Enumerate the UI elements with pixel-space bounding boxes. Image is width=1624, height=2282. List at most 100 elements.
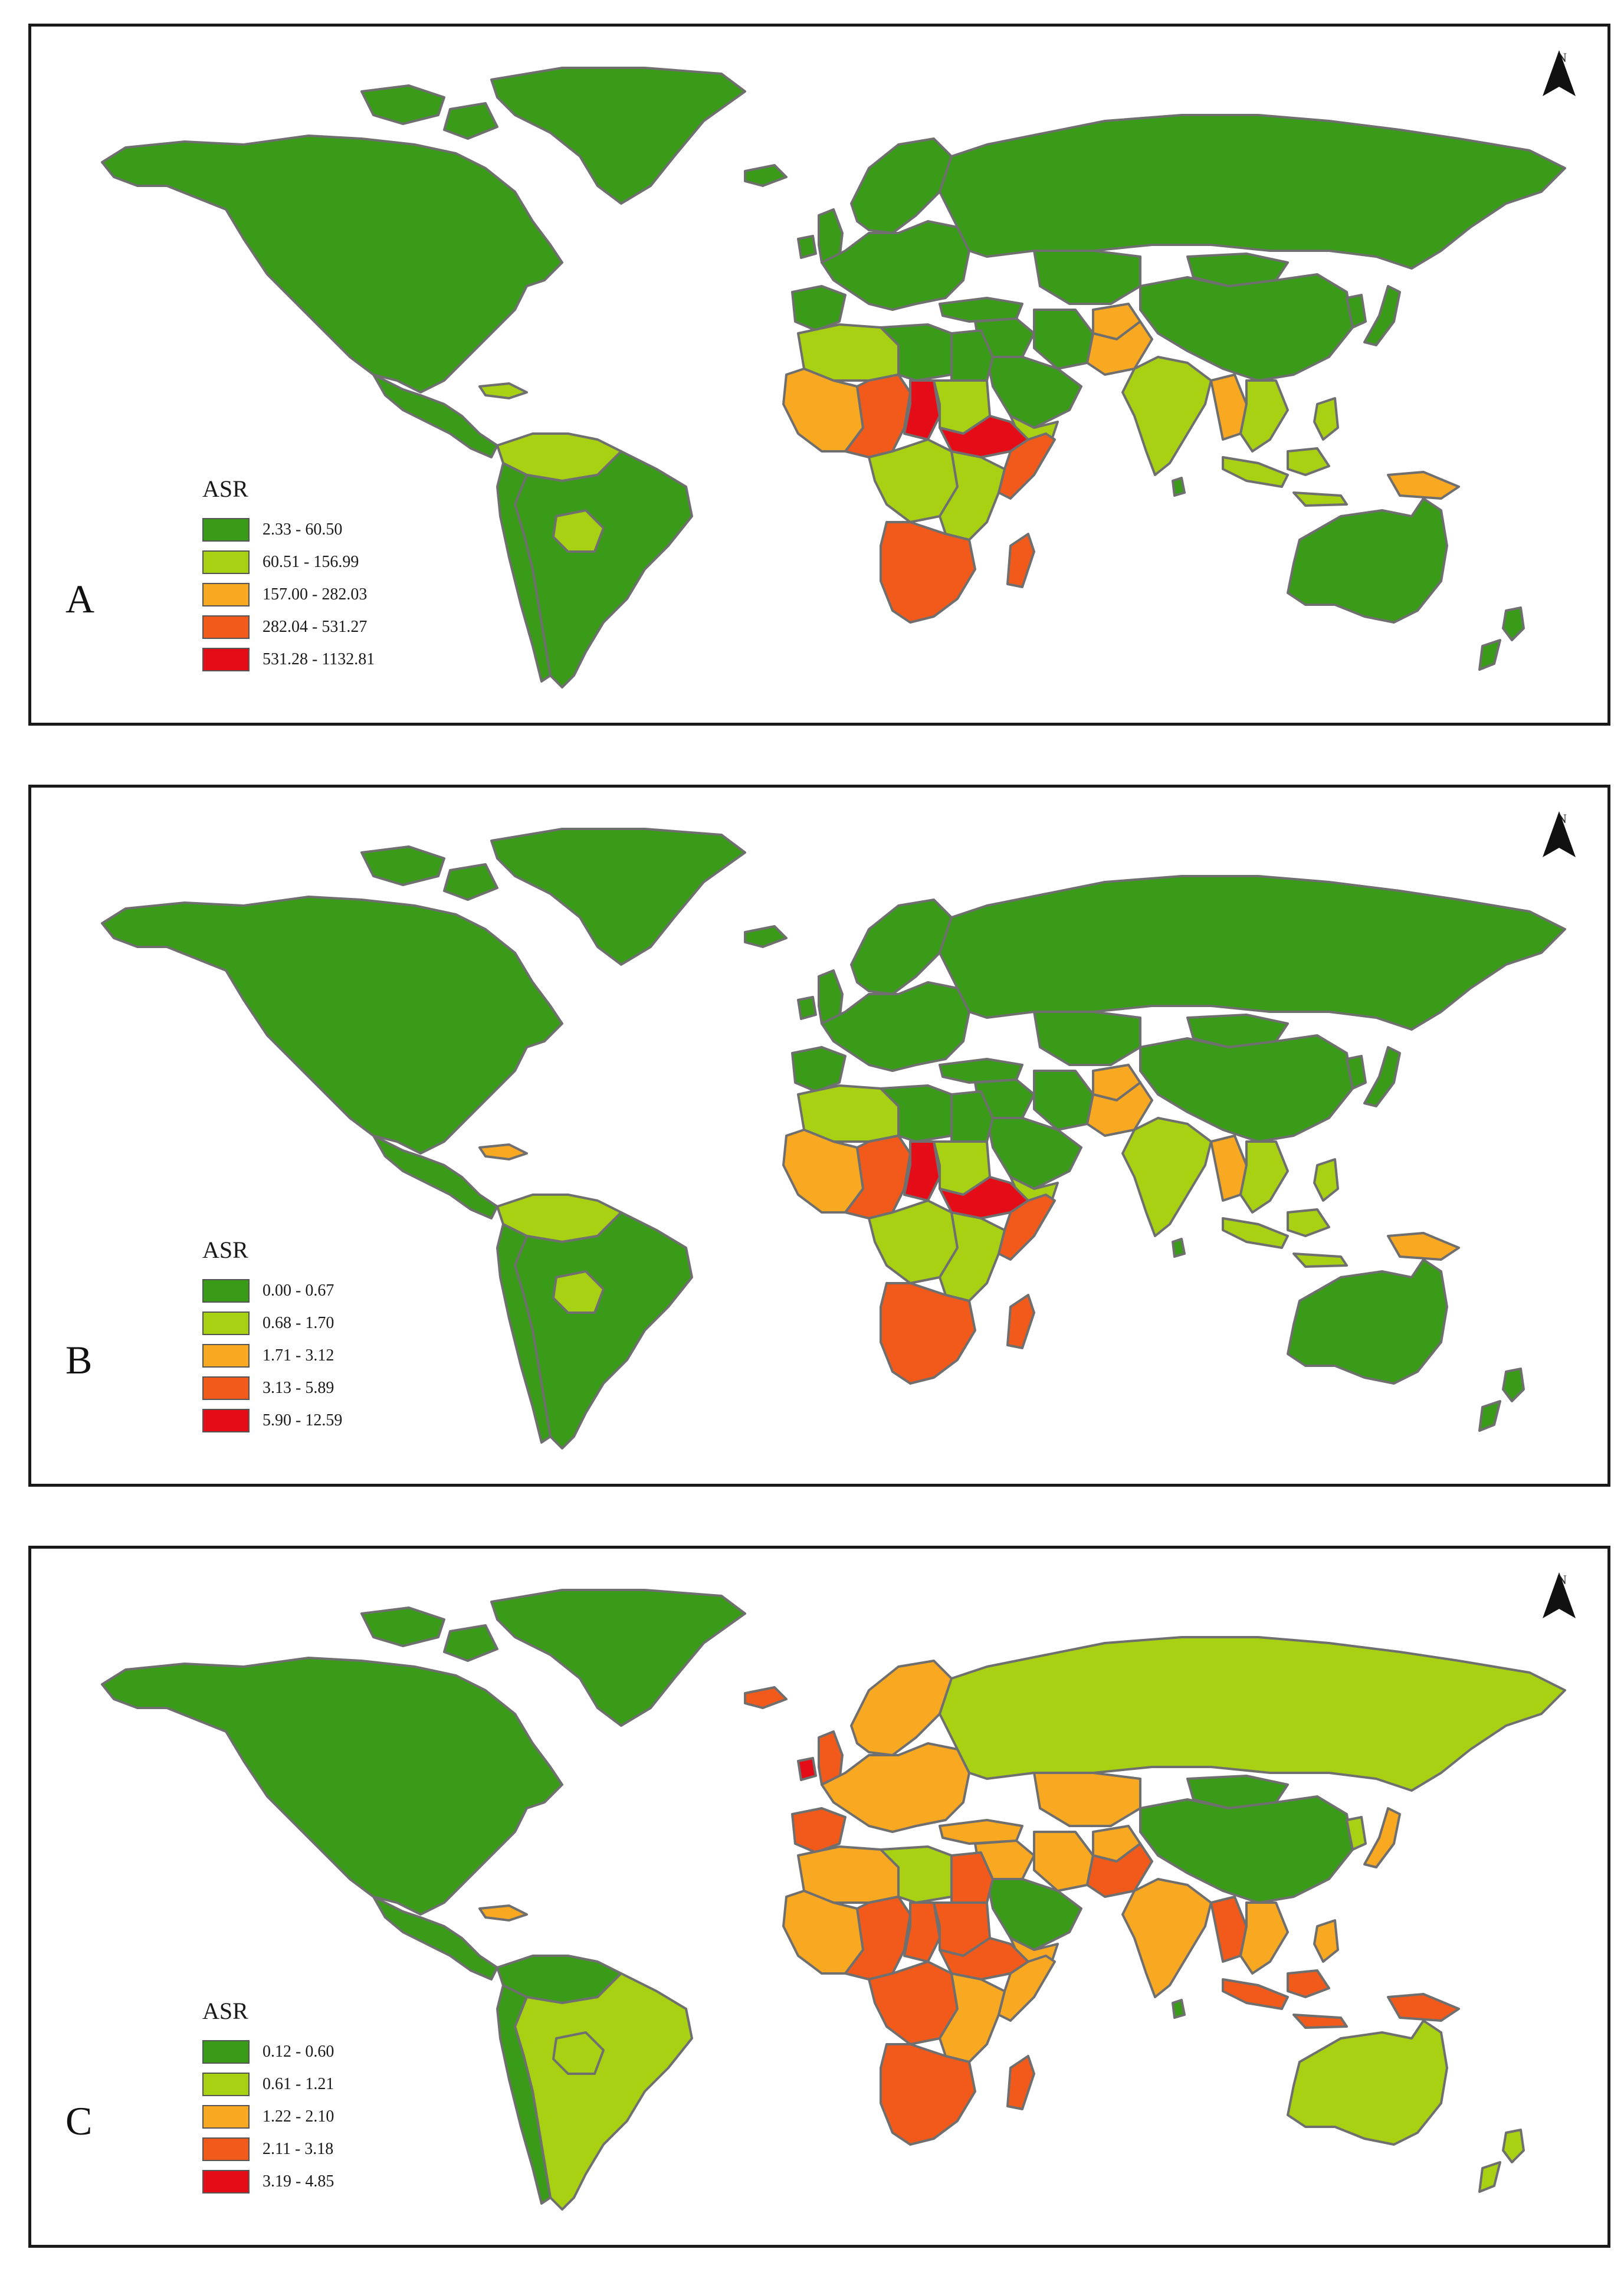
region-new-zealand (1478, 2129, 1525, 2193)
legend-label: 2.11 - 3.18 (263, 2139, 334, 2158)
legend-label: 60.51 - 156.99 (263, 552, 359, 571)
world-map (101, 1589, 1566, 2211)
region-india (1121, 1117, 1212, 1237)
region-europe (821, 220, 970, 311)
region-east-africa (939, 1972, 1006, 2063)
region-indonesia (1222, 1969, 1348, 2029)
region-central-asia (1033, 250, 1141, 305)
region-china (1139, 1795, 1354, 1904)
legend-label: 3.13 - 5.89 (263, 1378, 334, 1397)
legend-item: 3.19 - 4.85 (202, 2165, 334, 2198)
legend-swatch (202, 2169, 250, 2194)
region-japan (1363, 285, 1401, 346)
region-chad (903, 1901, 941, 1963)
legend: ASR 0.00 - 0.67 0.68 - 1.70 1.71 - 3.12 3.13… (202, 1236, 342, 1437)
region-sahel (844, 1135, 911, 1219)
region-iberia (791, 1046, 847, 1093)
north-arrow: N (1541, 1572, 1583, 1618)
legend-item: 0.12 - 0.60 (202, 2035, 334, 2068)
region-bolivia (552, 2031, 605, 2075)
legend-label: 0.68 - 1.70 (263, 1313, 334, 1332)
legend-item: 1.22 - 2.10 (202, 2100, 334, 2133)
north-arrow: N (1541, 50, 1583, 96)
legend-swatch (202, 2104, 250, 2129)
region-southern-africa (880, 2043, 976, 2146)
region-new-zealand (1478, 606, 1525, 671)
legend-label: 531.28 - 1132.81 (263, 650, 375, 668)
region-canadian-arctic (360, 84, 498, 140)
region-arabian-peninsula (986, 356, 1082, 429)
region-southern-africa (880, 1282, 976, 1385)
region-greenland (490, 828, 746, 966)
north-arrow-icon (1543, 1572, 1576, 1618)
region-libya-algeria (880, 1084, 953, 1143)
legend-label: 3.19 - 4.85 (263, 2172, 334, 2191)
legend: ASR 2.33 - 60.50 60.51 - 156.99 157.00 - 28… (202, 475, 375, 676)
legend-swatch (202, 1343, 250, 1368)
region-europe (821, 981, 970, 1072)
legend-item: 60.51 - 156.99 (202, 546, 375, 578)
region-canadian-arctic (360, 1606, 498, 1662)
region-madagascar (1006, 2055, 1035, 2110)
region-indonesia (1222, 1208, 1348, 1268)
legend-label: 0.00 - 0.67 (263, 1281, 334, 1300)
region-central-america (372, 1135, 498, 1219)
map-panel-a: N ASR 2.33 - 60.50 60.51 - 156.99 157.00 - 2… (28, 24, 1610, 726)
legend-item: 0.61 - 1.21 (202, 2068, 334, 2100)
region-andes (496, 1223, 552, 1444)
map-panel-b: N ASR 0.00 - 0.67 0.68 - 1.70 1.71 - 3.12 3.1… (28, 785, 1610, 1487)
region-andes (496, 462, 552, 683)
region-arabian-peninsula (986, 1117, 1082, 1190)
north-arrow-icon (1543, 50, 1576, 96)
region-andes (496, 1984, 552, 2205)
region-southeast-asia (1239, 1901, 1289, 1975)
region-korea (1346, 1816, 1367, 1851)
region-china (1139, 273, 1354, 382)
legend-title: ASR (202, 1998, 248, 2024)
region-iran (1033, 1070, 1094, 1131)
north-arrow: N (1541, 811, 1583, 857)
legend-swatch (202, 517, 250, 542)
legend-title: ASR (202, 476, 248, 502)
region-india (1121, 356, 1212, 476)
legend-swatch (202, 615, 250, 639)
legend-label: 1.71 - 3.12 (263, 1346, 334, 1365)
region-central-america (372, 1896, 498, 1981)
legend-title: ASR (202, 1237, 248, 1263)
region-ireland (797, 1757, 817, 1781)
legend-item: 531.28 - 1132.81 (202, 643, 375, 676)
region-india (1121, 1878, 1212, 1998)
legend-label: 5.90 - 12.59 (263, 1411, 343, 1429)
region-papua-new-guinea (1387, 1232, 1460, 1261)
region-southern-africa (880, 521, 976, 624)
region-iceland (744, 925, 788, 948)
region-southeast-asia (1239, 1140, 1289, 1214)
region-caribbean (478, 1904, 528, 1922)
region-north-america (101, 1657, 563, 1916)
legend-swatch (202, 1278, 250, 1303)
region-central-asia (1033, 1011, 1141, 1066)
region-southeast-asia (1239, 379, 1289, 453)
region-iberia (791, 285, 847, 332)
legend-label: 0.61 - 1.21 (263, 2074, 334, 2093)
region-pakistan (1086, 1081, 1153, 1137)
region-sri-lanka (1172, 477, 1186, 497)
region-bolivia (552, 509, 605, 553)
panel-label: C (65, 2099, 93, 2143)
region-iran (1033, 309, 1094, 370)
region-japan (1363, 1046, 1401, 1107)
legend-item: 2.11 - 3.18 (202, 2133, 334, 2165)
legend-swatch (202, 647, 250, 671)
region-philippines (1313, 1158, 1339, 1202)
legend-label: 157.00 - 282.03 (263, 585, 368, 604)
region-russia (939, 1636, 1566, 1792)
region-greenland (490, 1589, 746, 1727)
region-japan (1363, 1807, 1401, 1868)
map-panel-c: N ASR 0.12 - 0.60 0.61 - 1.21 1.22 - 2.10 2.1… (28, 1546, 1610, 2248)
region-papua-new-guinea (1387, 471, 1460, 500)
region-egypt (950, 1851, 994, 1904)
region-indonesia (1222, 447, 1348, 507)
legend-swatch (202, 1376, 250, 1400)
region-new-zealand (1478, 1368, 1525, 1432)
legend-label: 2.33 - 60.50 (263, 520, 343, 539)
